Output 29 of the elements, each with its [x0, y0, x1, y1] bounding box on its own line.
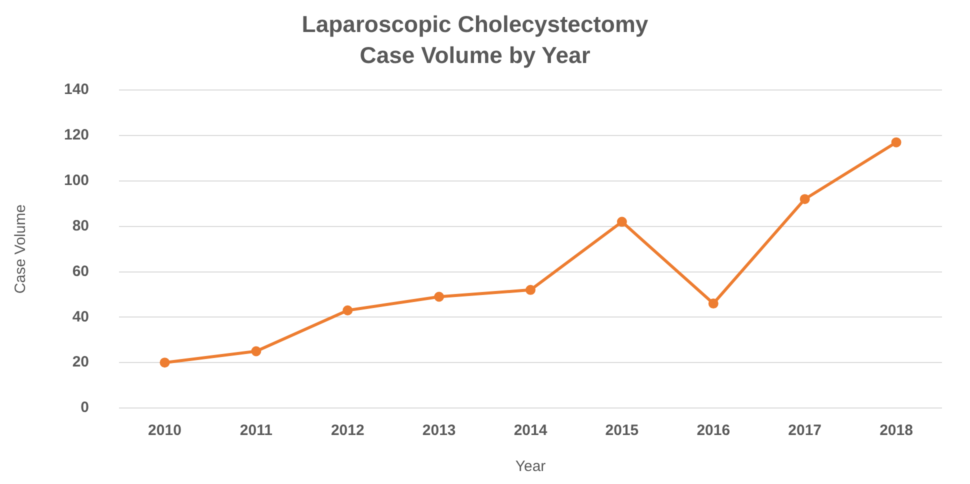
point — [526, 284, 536, 295]
y-tick-label: 20 — [72, 354, 90, 371]
x-tick-label: 2011 — [240, 422, 272, 440]
y-tick-label: 0 — [80, 399, 90, 416]
x-tick-label: 2013 — [422, 422, 456, 440]
y-tick-label: 100 — [64, 172, 90, 190]
x-tick-label: 2017 — [788, 422, 822, 440]
point — [708, 298, 718, 309]
point — [434, 292, 444, 302]
x-tick-label: 2016 — [696, 422, 730, 440]
y-tick-label: 120 — [64, 126, 90, 144]
chart-title: Laparoscopic Cholecystectomy Case Volume by Year — [302, 10, 648, 68]
x-tick-label: 2014 — [514, 422, 548, 440]
x-tick-label: 2010 — [148, 422, 182, 440]
x-tick-label: 2015 — [605, 422, 639, 440]
y-axis-title: Case Volume — [12, 204, 30, 294]
x-tick-label: 2012 — [330, 422, 364, 440]
point — [342, 305, 353, 316]
x-axis-title: Year — [515, 458, 546, 476]
point — [616, 216, 627, 227]
y-tick-label: 60 — [72, 262, 90, 280]
point — [251, 346, 262, 356]
point — [160, 358, 170, 368]
x-tick-label: 2018 — [880, 422, 913, 440]
point — [800, 194, 810, 204]
point — [891, 137, 902, 148]
y-tick-label: 140 — [64, 81, 90, 98]
y-tick-label: 80 — [72, 217, 90, 234]
y-tick-label: 40 — [72, 308, 90, 326]
